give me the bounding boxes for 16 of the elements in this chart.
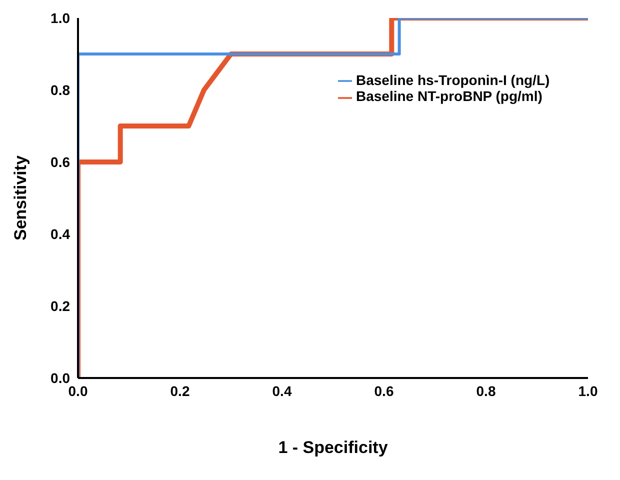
y-tick-label: 0.2: [50, 298, 70, 314]
x-tick-label: 0.4: [272, 382, 292, 399]
y-tick-label: 0.6: [50, 154, 70, 170]
x-tick-label: 0.8: [476, 382, 496, 399]
y-tick-label: 0.4: [50, 226, 70, 242]
x-axis-title: 1 - Specificity: [278, 438, 388, 457]
y-tick-label: 1.0: [50, 10, 70, 26]
legend-label: Baseline NT-proBNP (pg/ml): [356, 88, 542, 104]
x-tick-label: 0.2: [170, 382, 190, 399]
y-tick-label: 0.0: [50, 370, 70, 386]
x-tick-label: 0.0: [68, 382, 88, 399]
y-tick-label: 0.8: [50, 82, 70, 98]
y-axis-title: Sensitivity: [11, 154, 30, 241]
x-tick-label: 1.0: [578, 382, 598, 399]
x-tick-label: 0.6: [374, 382, 394, 399]
legend-label: Baseline hs-Troponin-I (ng/L): [356, 72, 550, 88]
